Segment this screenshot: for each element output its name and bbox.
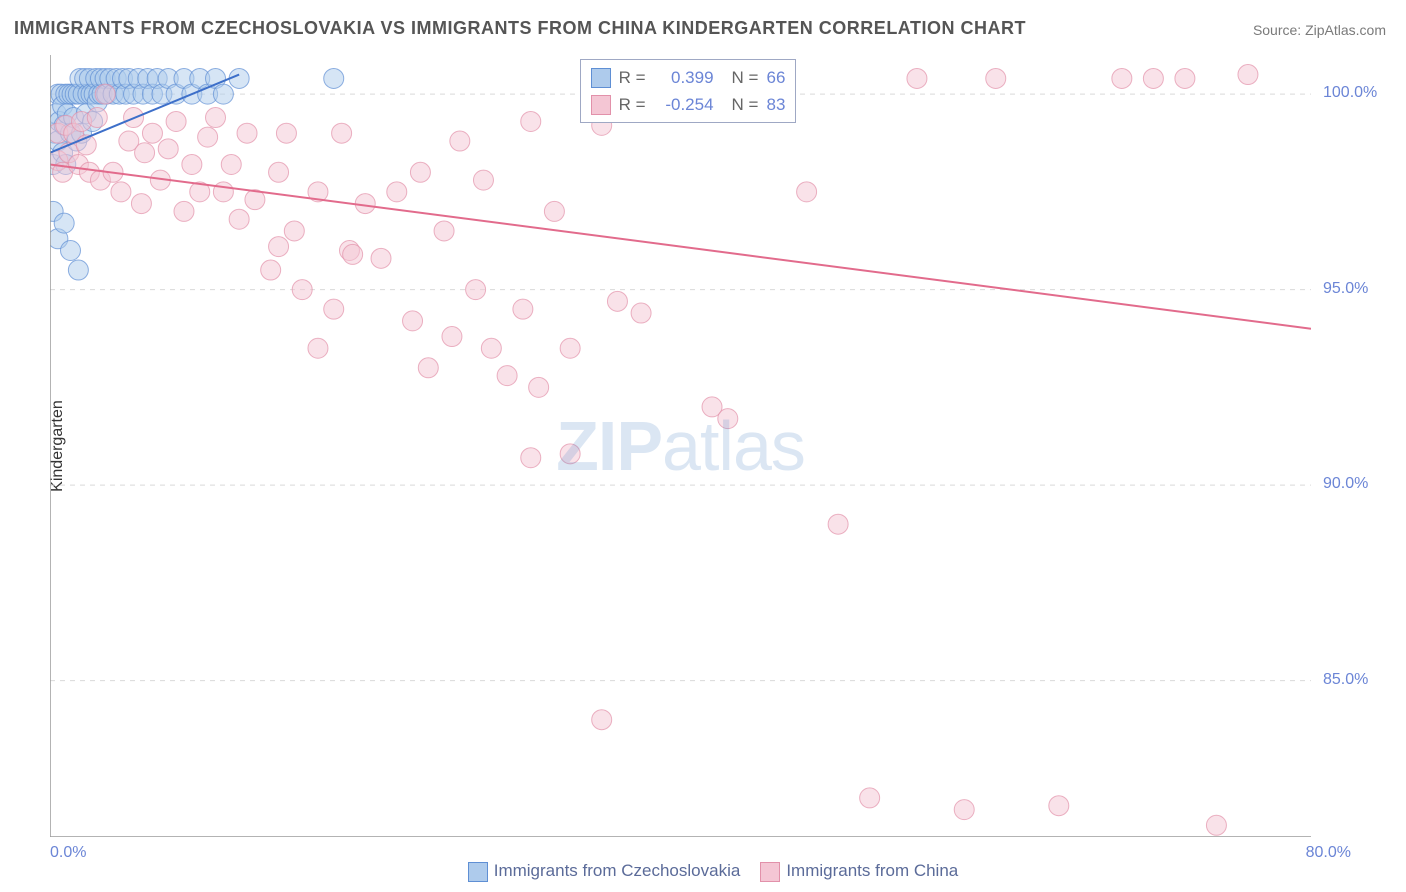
- scatter-chart: [50, 55, 1311, 837]
- series-swatch-icon: [760, 862, 780, 882]
- correlation-legend: R =0.399N =66R =-0.254N =83: [580, 59, 797, 123]
- series-legend: Immigrants from Czechoslovakia Immigrants…: [0, 861, 1406, 882]
- series-label: Immigrants from Czechoslovakia: [494, 861, 741, 880]
- legend-stat-row: R =-0.254N =83: [591, 91, 786, 118]
- y-tick-label: 95.0%: [1323, 280, 1368, 298]
- series-swatch-icon: [591, 95, 611, 115]
- y-tick-label: 100.0%: [1323, 84, 1377, 102]
- plot-area: ZIPatlas R =0.399N =66R =-0.254N =83: [50, 55, 1311, 837]
- series-swatch-icon: [591, 68, 611, 88]
- series-swatch-icon: [468, 862, 488, 882]
- y-tick-label: 85.0%: [1323, 671, 1368, 689]
- source-attribution: Source: ZipAtlas.com: [1253, 22, 1386, 38]
- chart-title: IMMIGRANTS FROM CZECHOSLOVAKIA VS IMMIGR…: [14, 18, 1026, 39]
- legend-stat-row: R =0.399N =66: [591, 64, 786, 91]
- chart-container: IMMIGRANTS FROM CZECHOSLOVAKIA VS IMMIGR…: [0, 0, 1406, 892]
- x-tick-min: 0.0%: [50, 844, 86, 862]
- series-label: Immigrants from China: [786, 861, 958, 880]
- y-tick-label: 90.0%: [1323, 475, 1368, 493]
- x-tick-max: 80.0%: [1306, 844, 1351, 862]
